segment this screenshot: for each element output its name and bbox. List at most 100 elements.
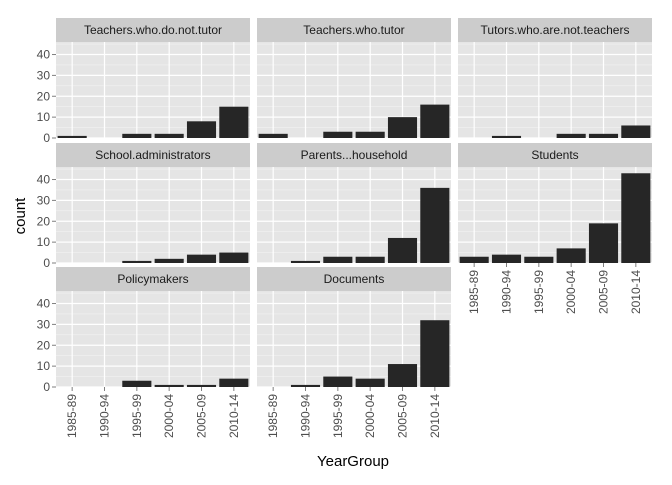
facet-panel: Teachers.who.tutor	[257, 18, 451, 139]
facet-strip-label: Parents...household	[301, 148, 408, 162]
x-tick-label: 2000-04	[564, 270, 578, 314]
facet-strip-label: Students	[531, 148, 578, 162]
bar	[355, 256, 385, 263]
x-axis-title: YearGroup	[317, 453, 389, 470]
facet-strip	[56, 143, 250, 167]
plot-background	[257, 291, 451, 387]
y-tick-label: 20	[37, 338, 51, 352]
plot-background	[257, 42, 451, 138]
bar	[491, 254, 522, 263]
y-tick-label: 30	[37, 68, 51, 82]
facet-strip	[56, 267, 250, 291]
x-tick-label: 2010-14	[227, 394, 241, 438]
plot-background	[257, 167, 451, 263]
plot-background	[458, 42, 652, 138]
x-tick-label: 1995-99	[331, 394, 345, 438]
bar	[258, 133, 288, 138]
bar	[323, 131, 353, 138]
bar	[420, 320, 450, 387]
y-tick-label: 30	[37, 193, 51, 207]
bar	[290, 384, 321, 387]
bar	[420, 104, 450, 138]
y-tick-label: 10	[37, 235, 51, 249]
plot-background	[56, 291, 250, 387]
bar	[186, 384, 217, 387]
facet-panel: Policymakers 0 10 20 30 40	[37, 267, 250, 394]
x-tick-label: 1990-94	[299, 394, 313, 438]
y-tick-label: 0	[43, 256, 50, 270]
facet-strip	[458, 18, 652, 42]
x-tick-label: 1985-89	[266, 394, 280, 438]
bar	[122, 380, 152, 387]
x-tick-label: 1990-94	[98, 394, 112, 438]
y-tick-label: 10	[37, 110, 51, 124]
bar	[556, 133, 586, 138]
x-tick-label: 1995-99	[532, 270, 546, 314]
facet-strip-label: Policymakers	[117, 272, 188, 286]
bar	[186, 121, 217, 138]
bar	[122, 133, 152, 138]
plot-background	[56, 42, 250, 138]
bar	[621, 125, 651, 138]
x-tick-label: 2005-09	[597, 270, 611, 314]
facet-panel: School.administrators 0 10 20 30 40	[37, 143, 250, 270]
bar	[524, 256, 554, 263]
y-tick-label: 0	[43, 131, 50, 145]
bar	[588, 223, 619, 263]
bar	[154, 133, 184, 138]
y-tick-label: 30	[37, 317, 51, 331]
bar	[323, 256, 353, 263]
y-tick-label: 40	[37, 173, 51, 187]
x-tick-label: 2010-14	[629, 270, 643, 314]
facet-panel: Students	[458, 143, 652, 264]
facet-strip	[257, 143, 451, 167]
y-tick-label: 20	[37, 89, 51, 103]
facet-strip-label: Teachers.who.tutor	[303, 23, 404, 37]
x-tick-label: 1990-94	[500, 270, 514, 314]
bar	[219, 106, 249, 138]
facet-strip-label: Tutors.who.are.not.teachers	[481, 23, 630, 37]
plot-background	[56, 167, 250, 263]
facet-panel: Teachers.who.do.not.tutor 0 10 20 30 40	[37, 18, 250, 145]
y-tick-label: 10	[37, 359, 51, 373]
x-tick-label: 1985-89	[467, 270, 481, 314]
x-tick-label: 1995-99	[130, 394, 144, 438]
bar	[387, 364, 418, 387]
x-tick-label: 2005-09	[195, 394, 209, 438]
bar	[186, 254, 217, 263]
plot-background	[458, 167, 652, 263]
y-tick-label: 20	[37, 214, 51, 228]
x-tick-label: 2000-04	[162, 394, 176, 438]
x-tick-label: 2000-04	[363, 394, 377, 438]
x-tick-label: 2010-14	[428, 394, 442, 438]
bar	[588, 133, 619, 138]
bar	[387, 237, 418, 263]
bar	[323, 376, 353, 387]
bar	[122, 260, 152, 263]
y-axis-title: count	[12, 197, 29, 235]
facet-strip-label: Teachers.who.do.not.tutor	[84, 23, 222, 37]
bar	[355, 378, 385, 387]
facet-strip	[458, 143, 652, 167]
y-tick-label: 0	[43, 380, 50, 394]
facet-strip	[56, 18, 250, 42]
facet-strip	[257, 267, 451, 291]
bar	[154, 258, 184, 263]
bar	[57, 135, 87, 138]
facet-strip	[257, 18, 451, 42]
bar	[556, 248, 586, 263]
y-tick-label: 40	[37, 48, 51, 62]
bar	[491, 135, 522, 138]
bar	[420, 187, 450, 263]
panels-layer: Teachers.who.do.not.tutor010203040Teache…	[37, 18, 652, 438]
bar	[219, 378, 249, 387]
bar	[621, 173, 651, 263]
facet-strip-label: Documents	[324, 272, 385, 286]
x-tick-label: 2005-09	[396, 394, 410, 438]
bar	[219, 252, 249, 263]
facet-panel: Parents...household	[257, 143, 451, 264]
bar	[290, 260, 321, 263]
facet-panel: Documents	[257, 267, 451, 388]
